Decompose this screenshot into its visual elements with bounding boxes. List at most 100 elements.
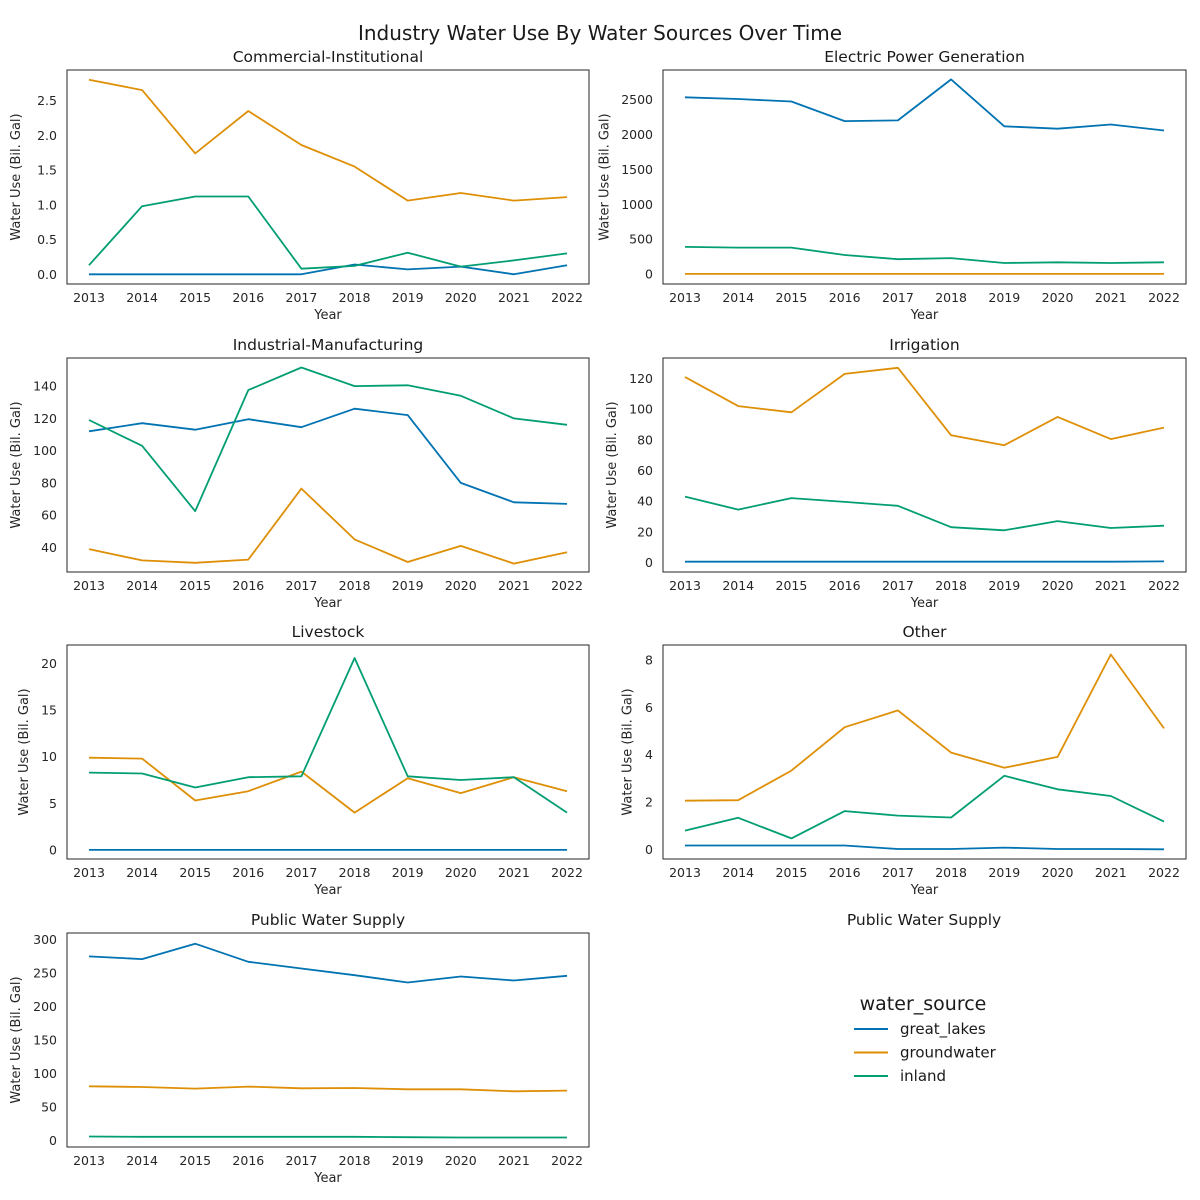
y-tick-label: 500 [629, 232, 653, 247]
panel-title: Irrigation [889, 336, 959, 354]
y-tick-label: 50 [41, 1100, 57, 1115]
legend: water_source great_lakes groundwater inlan… [854, 993, 997, 1085]
x-tick-label: 2021 [1095, 865, 1127, 880]
x-tick-label: 2017 [286, 290, 318, 305]
x-tick-label: 2014 [126, 1153, 158, 1168]
x-tick-label: 2016 [829, 865, 861, 880]
x-tick-label: 2013 [669, 865, 701, 880]
series-line-great-lakes [685, 844, 1165, 851]
empty-panel: Public Water Supply [847, 911, 1001, 929]
x-tick-label: 2021 [498, 290, 530, 305]
y-tick-label: 120 [33, 411, 57, 426]
x-tick-label: 2015 [179, 578, 211, 593]
panel: Commercial-Institutional 2013 2014 2015 2016… [9, 48, 590, 323]
y-tick-label: 6 [645, 700, 653, 715]
x-tick-label: 2016 [232, 865, 264, 880]
series-line-groundwater [684, 366, 1165, 447]
series-line-inland [88, 1135, 567, 1139]
panel-title: Livestock [292, 623, 365, 641]
x-tick-label: 2018 [339, 1153, 371, 1168]
y-axis-label: Water Use (Bil. Gal) [620, 688, 635, 815]
series-line-inland [684, 495, 1165, 532]
y-tick-label: 2 [645, 795, 653, 810]
x-tick-label: 2019 [988, 865, 1020, 880]
x-tick-label: 2018 [935, 290, 967, 305]
y-tick-label: 140 [33, 379, 57, 394]
legend-title: water_source [860, 993, 987, 1015]
x-tick-label: 2013 [73, 865, 105, 880]
y-tick-label: 250 [33, 966, 57, 981]
series-line-great-lakes [684, 78, 1165, 132]
x-tick-label: 2022 [1148, 578, 1180, 593]
x-tick-label: 2015 [179, 865, 211, 880]
panel-title: Industrial-Manufacturing [233, 336, 424, 354]
y-tick-label: 150 [33, 1033, 57, 1048]
x-tick-label: 2017 [882, 865, 914, 880]
plot-frame [662, 357, 1187, 573]
series-line-groundwater [88, 487, 568, 565]
legend-label: great_lakes [900, 1020, 986, 1039]
series-line-great-lakes [89, 263, 568, 276]
x-tick-label: 2019 [392, 290, 424, 305]
x-tick-label: 2013 [669, 290, 701, 305]
panel-title: Public Water Supply [251, 911, 405, 929]
x-tick-label: 2014 [126, 290, 158, 305]
x-tick-label: 2019 [392, 865, 424, 880]
y-tick-label: 15 [41, 703, 57, 718]
x-axis-label: Year [313, 883, 342, 898]
x-tick-label: 2020 [1042, 290, 1074, 305]
x-tick-label: 2022 [1148, 290, 1180, 305]
x-tick-label: 2016 [829, 578, 861, 593]
x-tick-label: 2013 [669, 578, 701, 593]
x-tick-label: 2022 [1148, 865, 1180, 880]
x-tick-label: 2018 [339, 865, 371, 880]
series-line-inland [684, 246, 1165, 264]
x-tick-label: 2014 [126, 865, 158, 880]
panel: Irrigation 2013 2014 2015 2016 2017 2018 2019 20… [605, 336, 1187, 611]
x-tick-label: 2018 [339, 290, 371, 305]
series-line-groundwater [88, 1085, 568, 1093]
x-tick-label: 2022 [551, 865, 583, 880]
y-tick-label: 0 [645, 842, 653, 857]
x-tick-label: 2019 [392, 578, 424, 593]
y-tick-label: 0 [49, 1133, 57, 1148]
y-tick-label: 200 [33, 999, 57, 1014]
x-tick-label: 2014 [722, 290, 754, 305]
y-tick-label: 0 [645, 267, 653, 282]
y-tick-label: 2.5 [37, 93, 57, 108]
plot-frame [66, 69, 590, 285]
y-tick-label: 10 [41, 749, 57, 764]
x-axis-label: Year [313, 1171, 342, 1186]
y-axis-label: Water Use (Bil. Gal) [17, 688, 32, 815]
x-tick-label: 2013 [73, 578, 105, 593]
x-tick-label: 2020 [445, 1153, 477, 1168]
x-tick-label: 2019 [392, 1153, 424, 1168]
legend-label: groundwater [900, 1044, 997, 1062]
x-tick-label: 2015 [179, 290, 211, 305]
x-tick-label: 2016 [829, 290, 861, 305]
series-line-great-lakes [88, 407, 568, 505]
x-tick-label: 2016 [232, 290, 264, 305]
y-tick-label: 1.5 [37, 163, 57, 178]
y-tick-label: 2000 [621, 127, 653, 142]
y-tick-label: 60 [41, 508, 57, 523]
y-axis-label: Water Use (Bil. Gal) [605, 401, 620, 528]
y-axis-label: Water Use (Bil. Gal) [9, 976, 24, 1103]
panel: Industrial-Manufacturing 2013 2014 2015 2016… [9, 336, 590, 611]
x-tick-label: 2021 [1095, 290, 1127, 305]
x-tick-label: 2013 [73, 290, 105, 305]
y-tick-label: 2.0 [37, 128, 57, 143]
x-tick-label: 2021 [498, 865, 530, 880]
y-tick-label: 1500 [621, 162, 653, 177]
panel-title: Commercial-Institutional [233, 48, 424, 66]
y-tick-label: 100 [629, 402, 653, 417]
series-line-inland [88, 366, 568, 513]
x-tick-label: 2016 [232, 578, 264, 593]
series-line-inland [684, 774, 1165, 840]
x-tick-label: 2019 [988, 290, 1020, 305]
x-tick-label: 2017 [286, 865, 318, 880]
series-line-groundwater [684, 653, 1165, 802]
y-tick-label: 60 [637, 463, 653, 478]
